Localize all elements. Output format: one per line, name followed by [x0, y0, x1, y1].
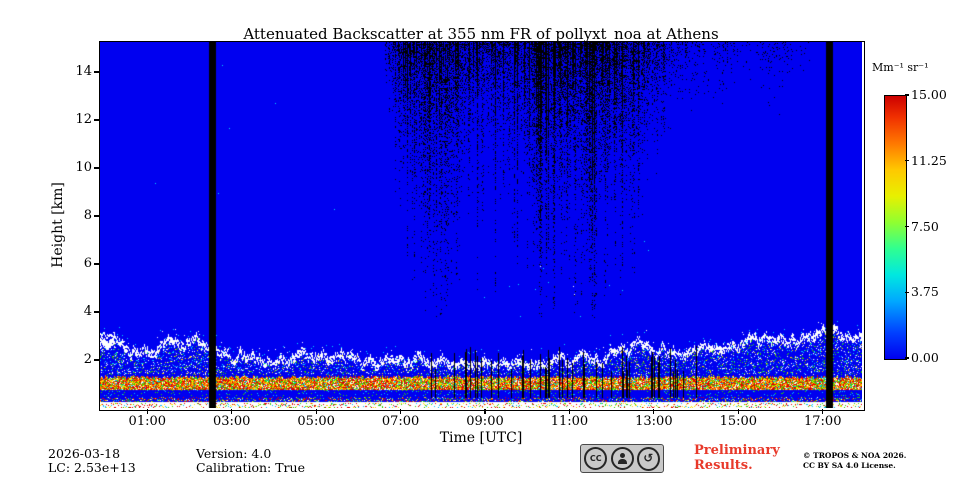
y-tick-label: 14: [75, 64, 92, 79]
y-tick-mark: [94, 311, 99, 313]
preliminary-line-2: Results.: [694, 457, 753, 473]
x-tick-mark: [315, 409, 317, 414]
colorbar: [884, 95, 907, 360]
colorbar-tick-mark: [905, 94, 909, 96]
x-tick-mark: [568, 409, 571, 414]
x-tick-label: 07:00: [381, 414, 420, 429]
version-label: Version: 4.0: [196, 446, 272, 461]
x-tick-label: 13:00: [635, 414, 673, 429]
colorbar-tick-mark: [905, 160, 909, 162]
x-tick-label: 05:00: [297, 414, 335, 429]
colorbar-tick-mark: [905, 291, 909, 293]
x-tick-mark: [146, 409, 148, 414]
copyright-note: © TROPOS & NOA 2026. CC BY SA 4.0 Licens…: [803, 451, 906, 470]
y-tick-label: 4: [83, 304, 92, 319]
colorbar-tick-label: 3.75: [911, 284, 939, 300]
y-tick-label: 10: [75, 160, 92, 175]
x-tick-label: 11:00: [550, 414, 589, 429]
y-axis-label: Height [km]: [50, 182, 66, 268]
colorbar-tick-label: 15.00: [911, 87, 947, 102]
y-tick-mark: [94, 215, 99, 217]
y-tick-mark: [94, 359, 99, 361]
cc-license-badge[interactable]: CC ↺: [580, 444, 664, 473]
y-tick-label: 12: [75, 112, 92, 127]
x-axis-label: Time [UTC]: [439, 430, 523, 446]
y-tick-mark: [94, 71, 99, 73]
x-tick-mark: [484, 409, 486, 414]
x-tick-mark: [399, 409, 402, 414]
calibration-label: Calibration: True: [196, 460, 305, 475]
colorbar-tick-mark: [905, 225, 909, 228]
copyright-line-1: © TROPOS & NOA 2026.: [803, 451, 907, 460]
cc-icon: CC: [584, 447, 608, 470]
preliminary-line-1: Preliminary: [694, 443, 780, 458]
colorbar-tick-label: 7.50: [911, 218, 939, 234]
date-label: 2026-03-18: [48, 446, 121, 461]
heatmap-canvas: [100, 42, 862, 408]
x-tick-mark: [653, 409, 655, 414]
colorbar-units-label: Mm⁻¹ sr⁻¹: [872, 61, 929, 74]
x-tick-label: 15:00: [719, 414, 758, 429]
x-tick-mark: [737, 409, 739, 414]
y-tick-mark: [94, 263, 99, 265]
x-tick-label: 09:00: [466, 414, 504, 429]
x-tick-label: 01:00: [128, 414, 167, 429]
y-tick-label: 2: [83, 352, 92, 367]
copyright-line-2: CC BY SA 4.0 License.: [803, 460, 896, 470]
x-tick-mark: [822, 409, 824, 414]
y-tick-label: 8: [83, 208, 92, 223]
colorbar-tick-label: 0.00: [911, 350, 939, 365]
chart-title: Attenuated Backscatter at 355 nm FR of p…: [243, 25, 719, 43]
y-tick-label: 6: [83, 256, 92, 271]
y-tick-mark: [94, 167, 99, 169]
lidar-constant-label: LC: 2.53e+13: [48, 460, 136, 475]
preliminary-results-note: Preliminary Results.: [694, 443, 780, 473]
by-person-icon: [610, 447, 634, 470]
person-glyph: [617, 453, 627, 464]
x-tick-label: 17:00: [804, 414, 842, 429]
sa-arrows-icon: ↺: [636, 446, 660, 471]
x-tick-mark: [231, 409, 233, 414]
y-tick-mark: [94, 119, 99, 121]
plot-area: [100, 42, 862, 408]
x-tick-label: 03:00: [212, 414, 251, 429]
colorbar-tick-mark: [905, 357, 909, 359]
colorbar-tick-label: 11.25: [911, 152, 947, 168]
